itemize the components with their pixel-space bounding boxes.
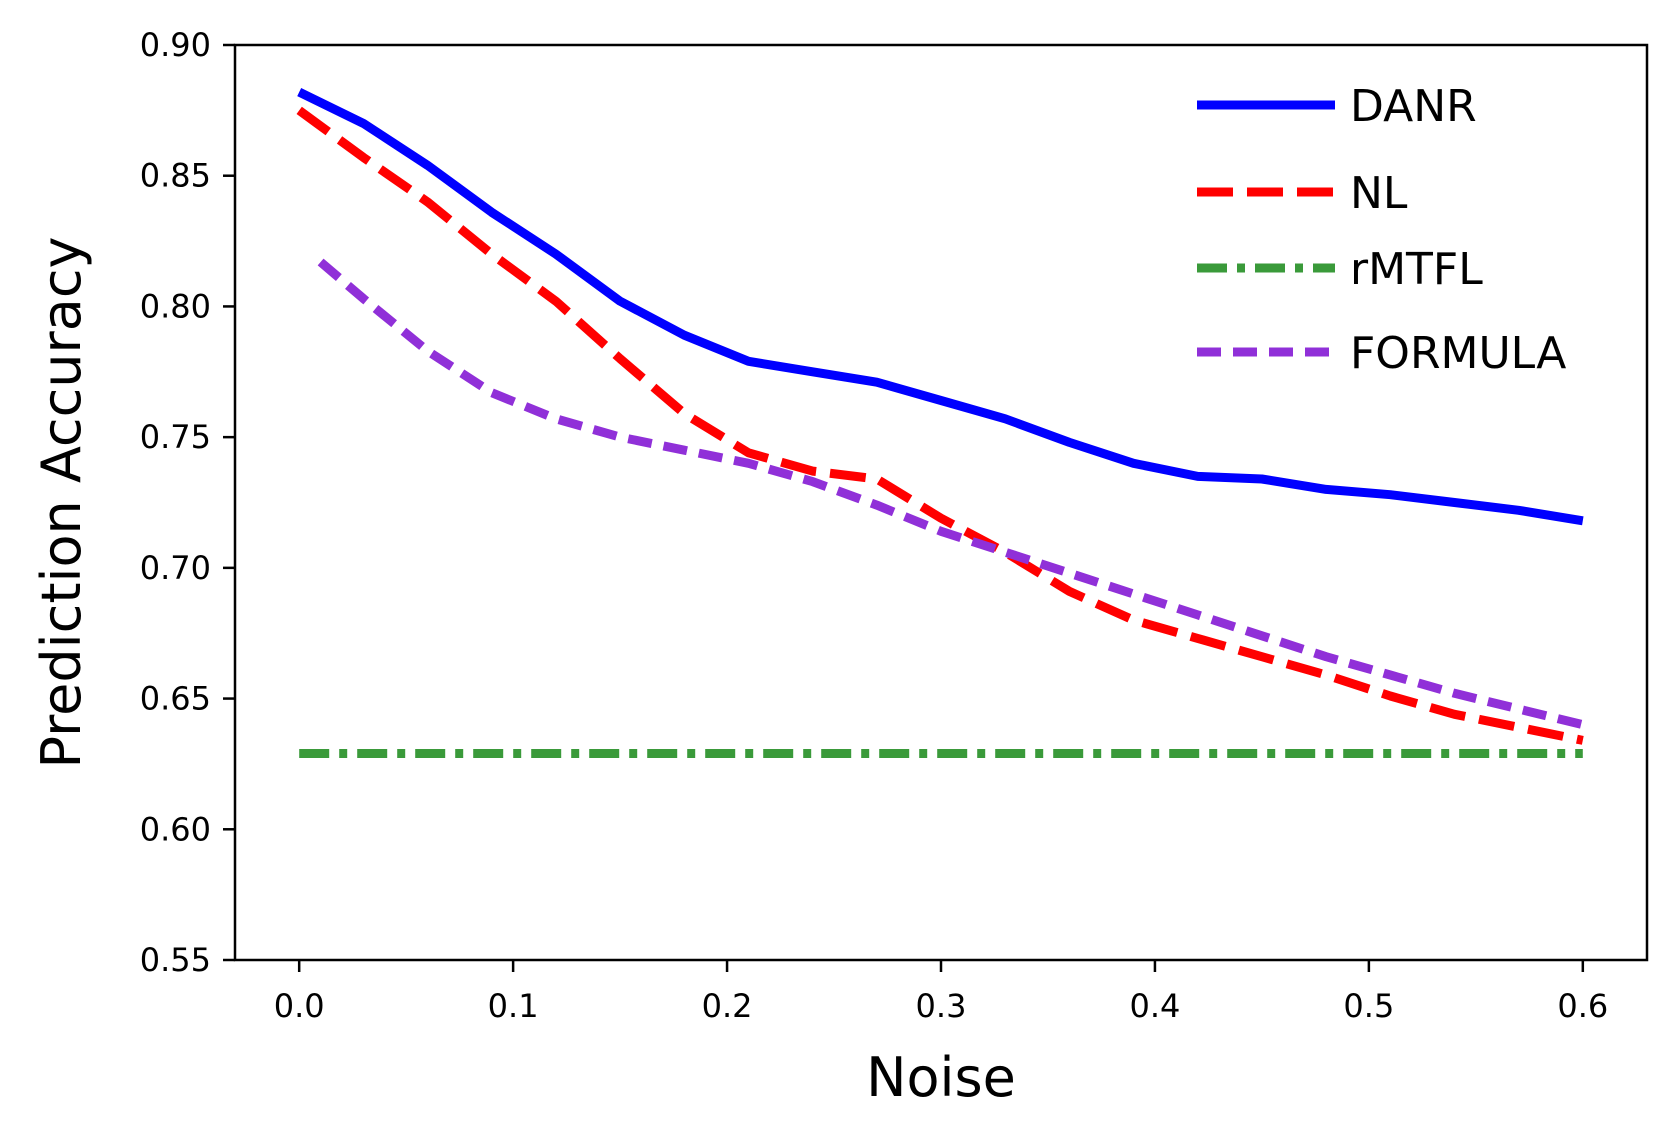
legend-label-nl: NL — [1350, 168, 1408, 219]
legend-label-danr: DANR — [1350, 81, 1477, 132]
x-axis-ticks: 0.0 0.1 0.2 0.3 0.4 0.5 0.6 — [274, 960, 1608, 1025]
x-axis-label: Noise — [866, 1046, 1016, 1109]
x-tick-label: 0.4 — [1129, 987, 1180, 1025]
series-line-nl — [296, 106, 1584, 745]
x-tick-label: 0.6 — [1557, 987, 1608, 1025]
y-tick-label: 0.60 — [140, 810, 211, 848]
x-tick-label: 0.1 — [488, 987, 539, 1025]
plot-frame — [233, 43, 1649, 962]
y-tick-label: 0.70 — [140, 549, 211, 587]
y-tick-label: 0.65 — [140, 680, 211, 718]
x-tick-label: 0.3 — [916, 987, 967, 1025]
series-layer — [296, 88, 1584, 758]
series-line-formula — [317, 258, 1584, 730]
y-tick-label: 0.75 — [140, 418, 211, 456]
y-axis-label: Prediction Accuracy — [30, 237, 93, 769]
legend-label-formula: FORMULA — [1350, 328, 1566, 379]
y-tick-label: 0.55 — [140, 941, 211, 979]
y-tick-label: 0.80 — [140, 287, 211, 325]
legend: DANR NL rMTFL FORMULA — [1197, 81, 1566, 379]
x-tick-label: 0.5 — [1343, 987, 1394, 1025]
y-axis-ticks: 0.55 0.60 0.65 0.70 0.75 0.80 0.85 0.90 — [140, 26, 235, 979]
y-tick-label: 0.85 — [140, 157, 211, 195]
legend-label-rmtfl: rMTFL — [1350, 244, 1483, 295]
series-line-danr — [297, 88, 1584, 526]
x-tick-label: 0.0 — [274, 987, 325, 1025]
x-tick-label: 0.2 — [702, 987, 753, 1025]
y-tick-label: 0.90 — [140, 26, 211, 64]
